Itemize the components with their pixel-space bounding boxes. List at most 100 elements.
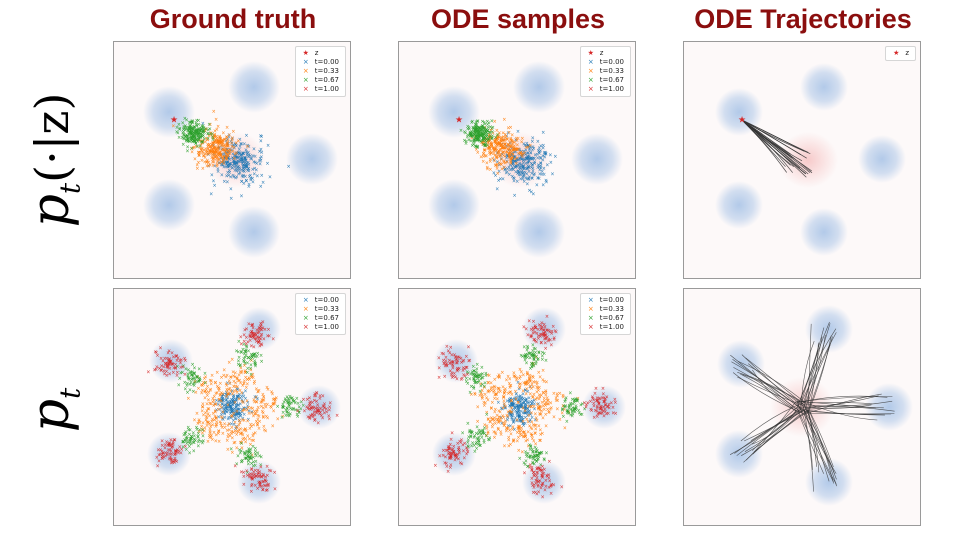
- sample-point: ×: [233, 374, 237, 380]
- sample-point: ×: [191, 126, 195, 132]
- sample-point: ×: [287, 414, 291, 420]
- sample-point: ×: [238, 171, 242, 177]
- sample-point: ×: [244, 164, 248, 170]
- sample-point: ×: [478, 128, 482, 134]
- sample-point: ×: [524, 145, 528, 151]
- sample-point: ×: [543, 488, 547, 494]
- sample-point: ×: [220, 410, 224, 416]
- sample-point: ×: [474, 122, 478, 128]
- sample-point: ×: [189, 130, 193, 136]
- sample-point: ×: [477, 125, 481, 131]
- sample-point: ×: [266, 387, 270, 393]
- sample-point: ×: [291, 397, 295, 403]
- sample-point: ×: [509, 383, 513, 389]
- sample-point: ×: [316, 409, 320, 415]
- sample-point: ×: [484, 130, 488, 136]
- sample-point: ×: [235, 446, 239, 452]
- sample-point: ×: [244, 348, 248, 354]
- sample-point: ×: [249, 335, 253, 341]
- sample-point: ×: [580, 402, 584, 408]
- sample-point: ×: [167, 361, 171, 367]
- sample-point: ×: [539, 451, 543, 457]
- sample-point: ×: [483, 401, 487, 407]
- sample-point: ×: [542, 172, 546, 178]
- sample-point: ×: [192, 132, 196, 138]
- sample-point: ×: [284, 408, 288, 414]
- sample-point: ×: [165, 356, 169, 362]
- sample-point: ×: [224, 164, 228, 170]
- sample-point: ×: [522, 325, 526, 331]
- sample-point: ×: [547, 473, 551, 479]
- sample-point: ×: [525, 141, 529, 147]
- legend-entry: × t=0.67: [300, 314, 339, 323]
- sample-point: ×: [523, 409, 527, 415]
- sample-point: ×: [530, 476, 534, 482]
- sample-point: ×: [224, 156, 228, 162]
- sample-point: ×: [245, 470, 249, 476]
- sample-point: ×: [246, 400, 250, 406]
- sample-point: ×: [513, 159, 517, 165]
- sample-point: ×: [516, 380, 520, 386]
- sample-point: ×: [509, 402, 513, 408]
- sample-point: ×: [213, 163, 217, 169]
- sample-point: ×: [515, 157, 519, 163]
- sample-point: ×: [484, 433, 488, 439]
- sample-point: ×: [195, 128, 199, 134]
- sample-point: ×: [226, 149, 230, 155]
- sample-point: ×: [254, 412, 258, 418]
- sample-point: ×: [258, 343, 262, 349]
- sample-point: ×: [197, 419, 201, 425]
- sample-point: ×: [231, 399, 235, 405]
- sample-point: ×: [237, 418, 241, 424]
- sample-point: ×: [497, 135, 501, 141]
- sample-point: ×: [537, 412, 541, 418]
- sample-point: ×: [166, 448, 170, 454]
- sample-point: ×: [237, 155, 241, 161]
- sample-point: ×: [444, 361, 448, 367]
- sample-point: ×: [253, 452, 257, 458]
- sample-point: ×: [466, 133, 470, 139]
- sample-point: ×: [184, 126, 188, 132]
- sample-point: ×: [247, 448, 251, 454]
- sample-point: ×: [310, 412, 314, 418]
- sample-point: ×: [219, 413, 223, 419]
- sample-point: ×: [538, 374, 542, 380]
- sample-point: ×: [523, 432, 527, 438]
- sample-point: ×: [265, 464, 269, 470]
- sample-point: ×: [231, 400, 235, 406]
- sample-point: ×: [530, 374, 534, 380]
- sample-point: ×: [196, 118, 200, 124]
- sample-point: ×: [192, 418, 196, 424]
- sample-point: ×: [258, 326, 262, 332]
- sample-point: ×: [503, 142, 507, 148]
- sample-point: ×: [206, 151, 210, 157]
- sample-point: ×: [517, 424, 521, 430]
- sample-point: ×: [219, 140, 223, 146]
- samples-t033: ××××××××××××××××××××××××××××××××××××××××…: [475, 389, 525, 441]
- sample-point: ×: [196, 434, 200, 440]
- sample-point: ×: [476, 431, 480, 437]
- samples-t067: ××××××××××××××××××××××××××××××××××××××××…: [180, 425, 205, 457]
- sample-point: ×: [582, 406, 586, 412]
- sample-point: ×: [309, 405, 313, 411]
- legend-entry: × t=0.33: [300, 305, 339, 314]
- sample-point: ×: [523, 388, 527, 394]
- sample-point: ×: [224, 157, 228, 163]
- sample-point: ×: [259, 321, 263, 327]
- sample-point: ×: [327, 408, 331, 414]
- samples-t000: ××××××××××××××××××××××××××××××××××××××××…: [213, 381, 260, 433]
- sample-point: ×: [462, 138, 466, 144]
- sample-point: ×: [211, 150, 215, 156]
- sample-point: ×: [484, 127, 488, 133]
- sample-point: ×: [237, 355, 241, 361]
- sample-point: ×: [488, 152, 492, 158]
- sample-point: ×: [496, 389, 500, 395]
- sample-point: ×: [517, 426, 521, 432]
- sample-point: ×: [245, 419, 249, 425]
- sample-point: ×: [476, 119, 480, 125]
- sample-point: ×: [198, 128, 202, 134]
- sample-point: ×: [228, 404, 232, 410]
- sample-point: ×: [510, 156, 514, 162]
- sample-point: ×: [204, 126, 208, 132]
- sample-point: ×: [195, 380, 199, 386]
